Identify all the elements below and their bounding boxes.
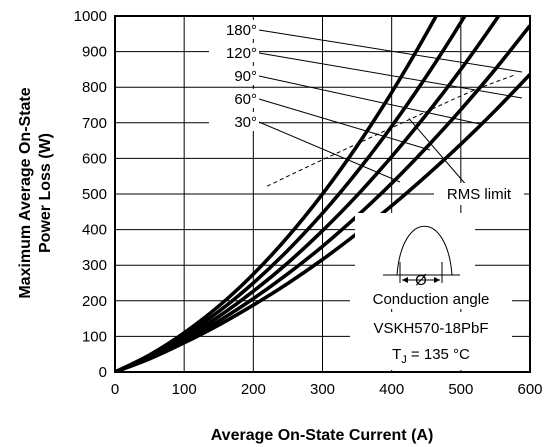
inset-half-sine [396, 225, 453, 276]
y-tick-label: 1000 [74, 8, 107, 25]
series-labels: 180° 120° 90° 60° 30° [209, 20, 259, 131]
series-label-leader [258, 98, 431, 151]
rms-limit-leader [408, 118, 469, 188]
y-tick-label: 400 [82, 222, 107, 239]
x-tick-label: 100 [172, 381, 197, 398]
x-tick-label: 300 [310, 381, 335, 398]
y-tick-label: 200 [82, 293, 107, 310]
y-tick-label: 600 [82, 150, 107, 167]
series-label: 180° [226, 22, 257, 39]
temperature-label: TJ = 135 °C [392, 346, 470, 366]
x-tick-label: 500 [448, 381, 473, 398]
series-label: 90° [234, 68, 257, 85]
curves [115, 16, 530, 372]
label-leaders [258, 29, 523, 188]
series-label-leader [258, 52, 523, 99]
x-axis-label: Average On-State Current (A) [211, 427, 434, 444]
tick-labels: 0 100 200 300 400 500 600 0 100 200 300 400 500 600 70… [74, 8, 543, 398]
series-label-leader [258, 29, 523, 73]
rms-limit-label: RMS limit [447, 186, 512, 203]
series-label-leader [258, 121, 401, 183]
y-tick-label: 900 [82, 44, 107, 61]
y-axis-label-line-2: Power Loss (W) [37, 133, 54, 253]
y-tick-label: 300 [82, 257, 107, 274]
device-label: VSKH570-18PbF [373, 320, 488, 337]
x-tick-label: 200 [241, 381, 266, 398]
conduction-angle-label: Conduction angle [373, 291, 490, 308]
y-tick-label: 800 [82, 79, 107, 96]
x-tick-label: 400 [379, 381, 404, 398]
phi-label: Ø [415, 272, 427, 289]
y-axis-label-line-1: Maximum Average On-State [17, 87, 34, 298]
plot-frame [114, 15, 531, 373]
y-tick-label: 0 [99, 364, 107, 381]
series-label: 30° [234, 114, 257, 131]
series-curve-90deg [115, 16, 501, 372]
series-curve-30deg [115, 73, 530, 372]
series-label-leader [258, 75, 481, 125]
y-tick-label: 100 [82, 328, 107, 345]
series-curve-60deg [115, 24, 530, 372]
series-label: 60° [234, 91, 257, 108]
series-label: 120° [226, 45, 257, 62]
series-curve-180deg [115, 16, 439, 372]
x-tick-label: 600 [517, 381, 542, 398]
series-curve-120deg [115, 16, 467, 372]
y-axis-label: Maximum Average On-State Power Loss (W) [17, 87, 54, 298]
y-tick-label: 700 [82, 115, 107, 132]
x-tick-label: 0 [111, 381, 119, 398]
y-tick-label: 500 [82, 186, 107, 203]
